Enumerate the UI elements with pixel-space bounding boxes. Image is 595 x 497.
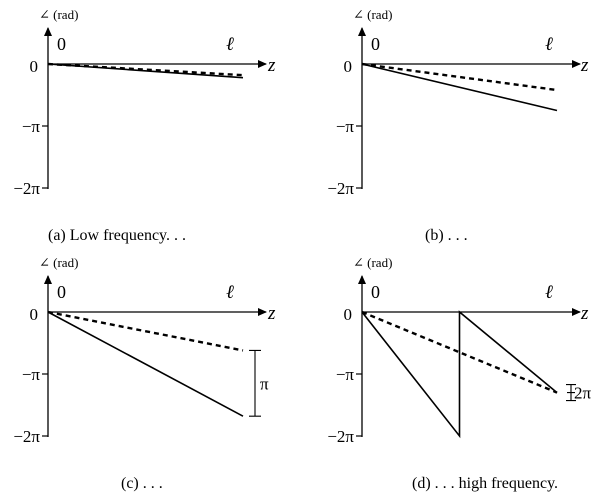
panel-d: ∠ (rad) 0 ℓ z 0 −π −2π 2π (d) . . . high… (327, 255, 591, 492)
y-tick-label-2pi: −2π (327, 179, 354, 198)
dashed-phase-line (47, 62, 244, 77)
caption-a: (a) Low frequency. . . (48, 227, 186, 244)
origin-label: 0 (371, 34, 380, 54)
z-axis-label: z (580, 303, 589, 324)
y-tick-label-pi: −π (22, 117, 41, 136)
y-tick-label-0: 0 (344, 57, 353, 76)
panel-b: ∠ (rad) 0 ℓ z 0 −π −2π (b) . . . (327, 7, 589, 244)
panel-a: ∠ (rad) 0 ℓ z 0 −π −2π (a) Low frequency… (13, 7, 276, 244)
y-tick-label-pi: −π (336, 365, 355, 384)
dashed-phase-line (361, 310, 558, 394)
solid-phase-line (47, 63, 244, 79)
phase-difference-label: π (260, 374, 269, 393)
length-label: ℓ (226, 282, 234, 303)
solid-phase-line (47, 311, 244, 417)
y-axis-label: ∠ (rad) (353, 255, 392, 270)
phase-difference-bracket (249, 349, 261, 417)
y-tick-label-0: 0 (30, 305, 39, 324)
length-label: ℓ (545, 282, 553, 303)
caption-c: (c) . . . (121, 475, 163, 492)
dashed-phase-line (361, 62, 558, 92)
solid-phase-line (361, 63, 558, 112)
solid-phase-line (361, 310, 558, 439)
y-tick-label-2pi: −2π (13, 427, 40, 446)
phase-wrap-label: 2π (574, 384, 592, 403)
y-axis-label: ∠ (rad) (39, 7, 78, 22)
caption-b: (b) . . . (425, 227, 468, 244)
z-axis-label: z (267, 55, 276, 76)
origin-label: 0 (57, 282, 66, 302)
y-axis-label: ∠ (rad) (39, 255, 78, 270)
y-tick-label-pi: −π (22, 365, 41, 384)
y-tick-label-2pi: −2π (13, 179, 40, 198)
z-axis-label: z (267, 303, 276, 324)
y-tick-label-0: 0 (344, 305, 353, 324)
z-axis-label: z (580, 55, 589, 76)
y-tick-label-0: 0 (30, 57, 39, 76)
y-tick-label-2pi: −2π (327, 427, 354, 446)
length-label: ℓ (226, 34, 234, 55)
dashed-phase-line (47, 310, 244, 352)
phase-wrap-marker (566, 384, 576, 402)
origin-label: 0 (371, 282, 380, 302)
length-label: ℓ (545, 34, 553, 55)
panel-c: ∠ (rad) 0 ℓ z 0 −π −2π π (c) . . . (13, 255, 276, 492)
caption-d: (d) . . . high frequency. (412, 475, 558, 492)
origin-label: 0 (57, 34, 66, 54)
y-tick-label-pi: −π (336, 117, 355, 136)
y-axis-label: ∠ (rad) (353, 7, 392, 22)
